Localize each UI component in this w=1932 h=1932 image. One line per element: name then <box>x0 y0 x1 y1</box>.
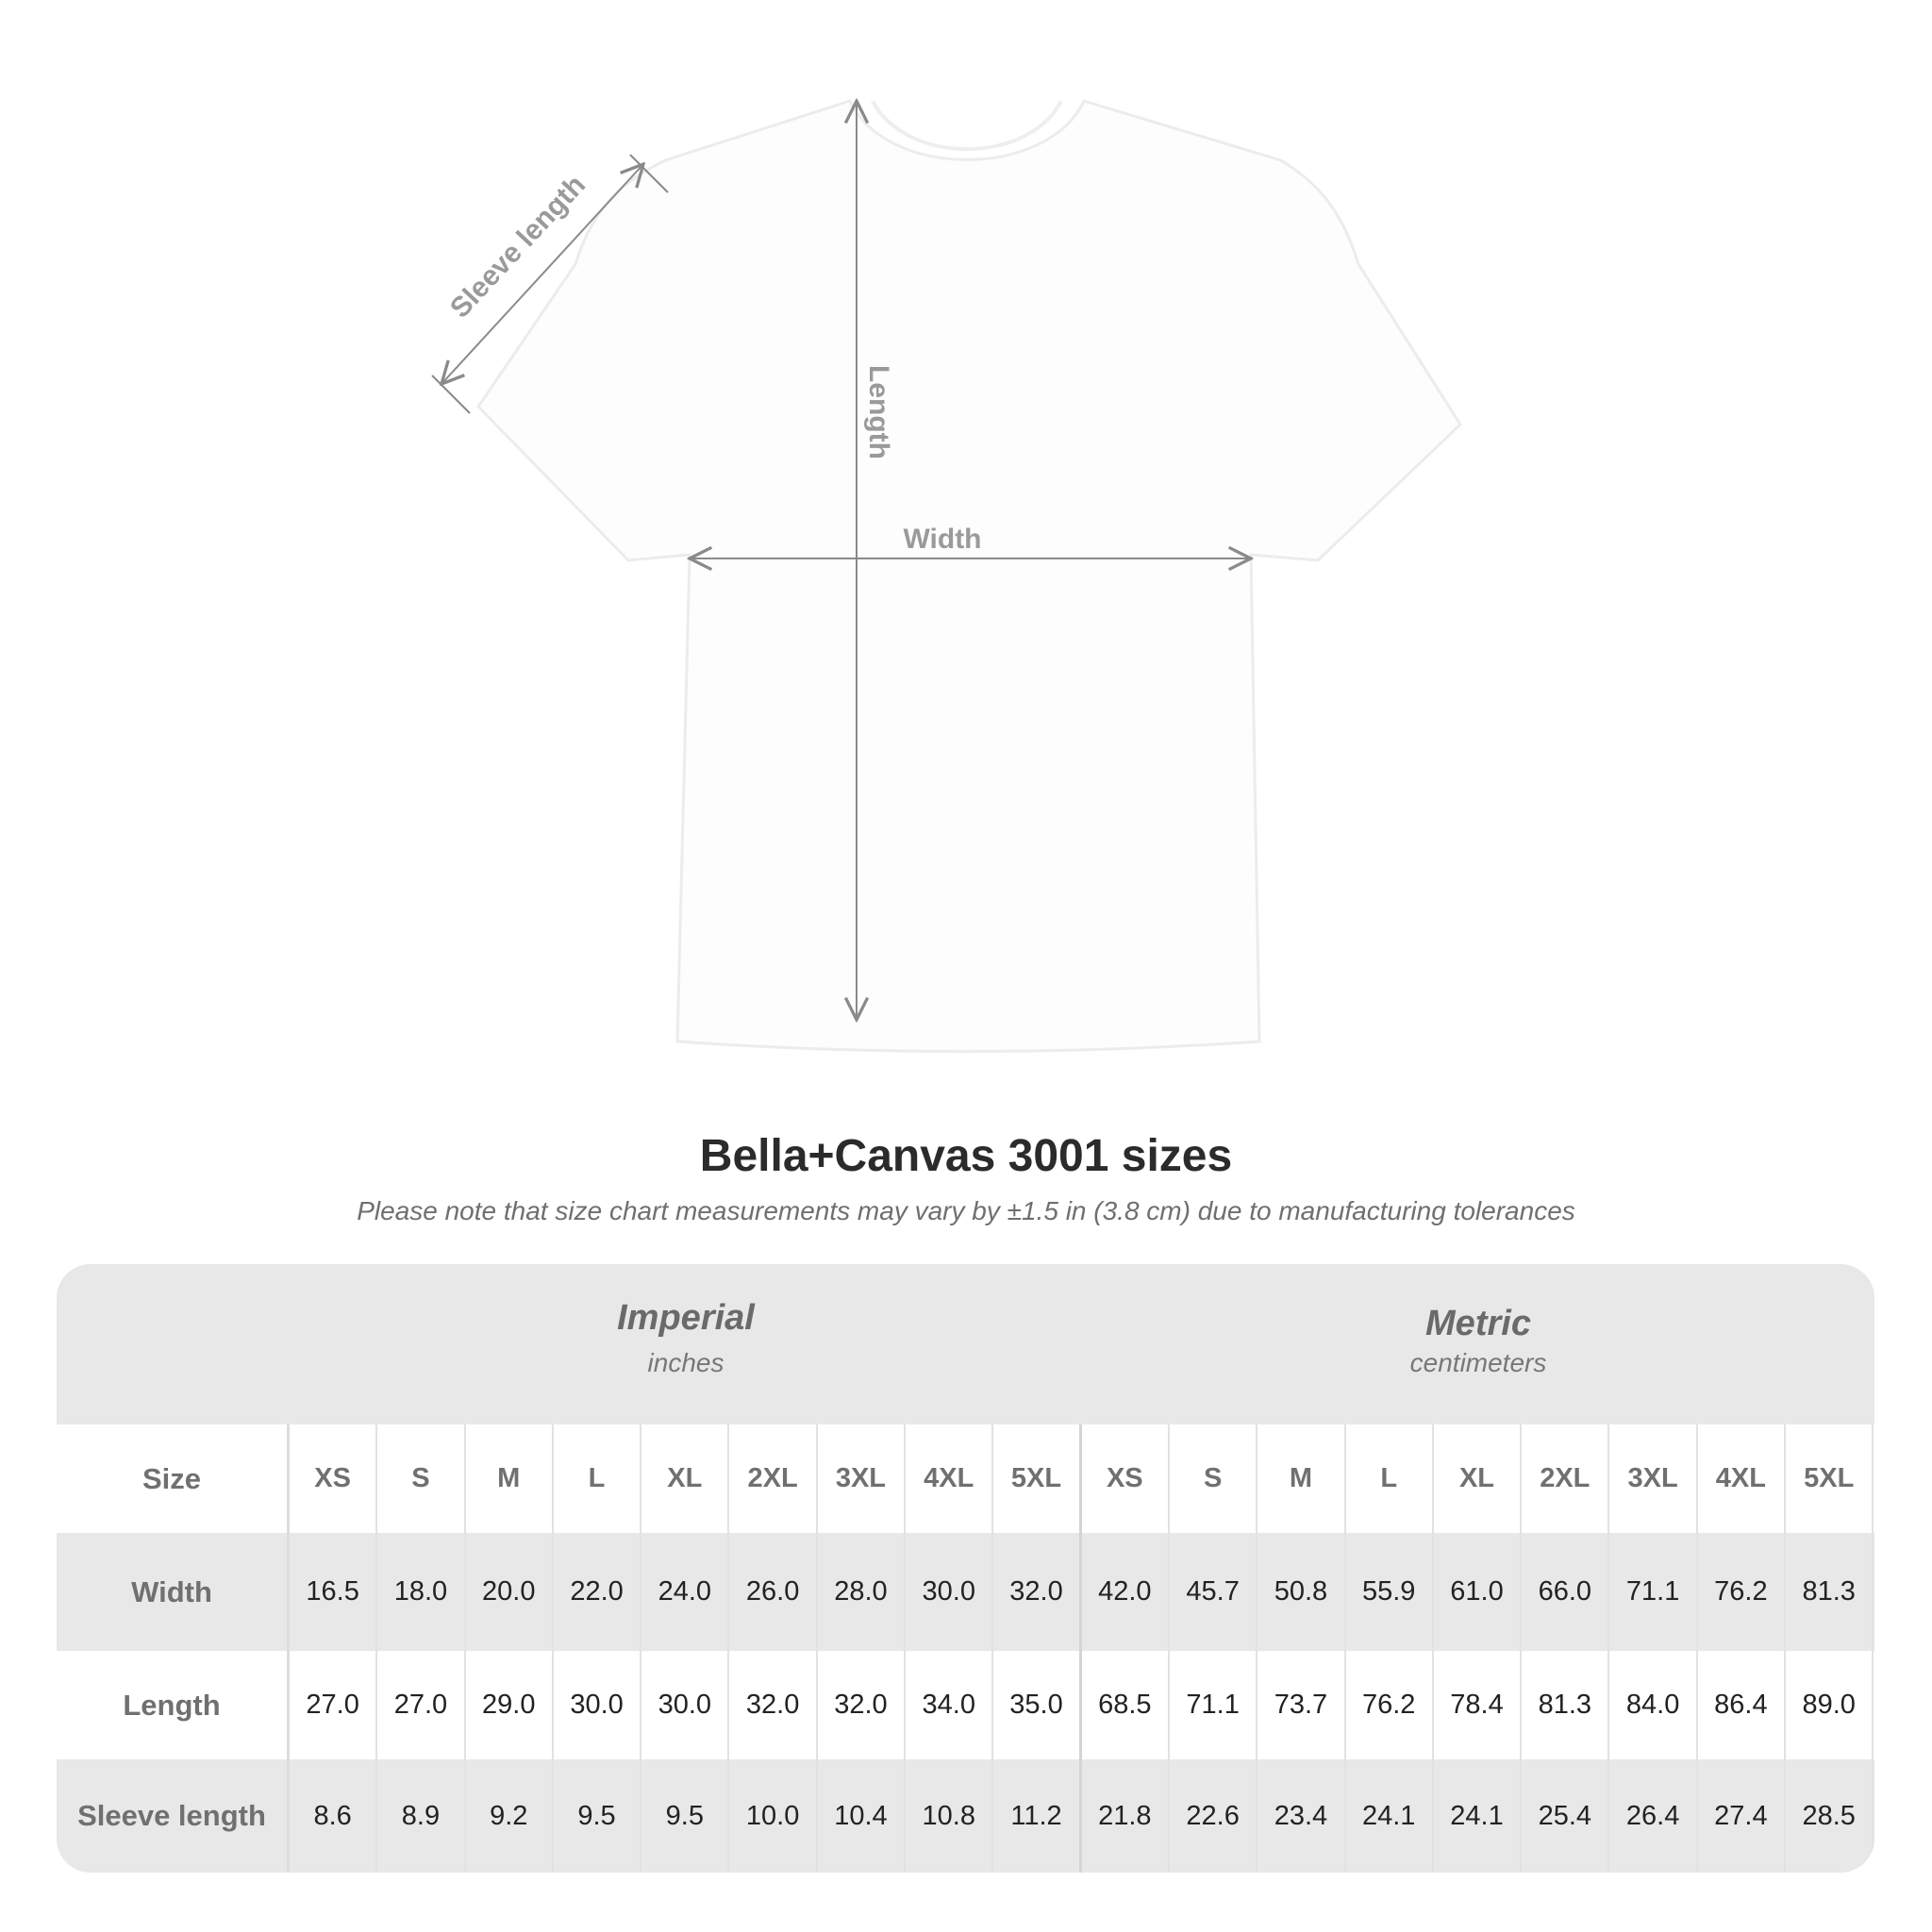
imperial-size-l: L <box>554 1424 642 1533</box>
table-row-length: Length 27.0 27.0 29.0 30.0 30.0 32.0 32.0 34.0 35… <box>57 1651 1874 1759</box>
metric-value-cell: 27.4 <box>1698 1759 1787 1873</box>
metric-value-cell: 25.4 <box>1522 1759 1610 1873</box>
metric-value-cell: 76.2 <box>1698 1533 1787 1651</box>
metric-value-cell: 73.7 <box>1257 1651 1346 1759</box>
metric-value-cell: 66.0 <box>1522 1533 1610 1651</box>
metric-value-cell: 71.1 <box>1170 1651 1258 1759</box>
metric-value-cell: 24.1 <box>1434 1759 1523 1873</box>
imperial-value-cell: 9.2 <box>466 1759 554 1873</box>
metric-value-cell: 86.4 <box>1698 1651 1787 1759</box>
imperial-size-xs: XS <box>290 1424 378 1533</box>
row-label: Width <box>57 1533 290 1651</box>
metric-value-cell: 71.1 <box>1609 1533 1698 1651</box>
imperial-value-cell: 10.0 <box>729 1759 818 1873</box>
metric-value-cell: 76.2 <box>1346 1651 1434 1759</box>
imperial-value-cell: 11.2 <box>993 1759 1082 1873</box>
metric-size-m: M <box>1257 1424 1346 1533</box>
imperial-size-m: M <box>466 1424 554 1533</box>
metric-value-cell: 81.3 <box>1522 1651 1610 1759</box>
imperial-value-cell: 27.0 <box>290 1651 378 1759</box>
imperial-size-s: S <box>377 1424 466 1533</box>
imperial-value-cell: 30.0 <box>641 1651 730 1759</box>
tshirt-diagram: Sleeve length Length Width <box>431 0 1462 1053</box>
imperial-size-4xl: 4XL <box>906 1424 994 1533</box>
metric-value-cell: 50.8 <box>1257 1533 1346 1651</box>
metric-value-cell: 45.7 <box>1170 1533 1258 1651</box>
size-label: Size <box>57 1424 290 1533</box>
metric-value-cell: 42.0 <box>1082 1533 1170 1651</box>
imperial-value-cell: 20.0 <box>466 1533 554 1651</box>
metric-value-cell: 81.3 <box>1786 1533 1874 1651</box>
metric-value-cell: 61.0 <box>1434 1533 1523 1651</box>
imperial-value-cell: 32.0 <box>993 1533 1082 1651</box>
metric-value-cell: 22.6 <box>1170 1759 1258 1873</box>
metric-unit: centimeters <box>1409 1348 1547 1377</box>
imperial-value-cell: 9.5 <box>641 1759 730 1873</box>
imperial-value-cell: 9.5 <box>554 1759 642 1873</box>
size-header-row: Size XS S M L XL 2XL 3XL 4XL 5XL XS S M L XL 2XL 3XL 4XL 5… <box>57 1424 1874 1533</box>
metric-value-cell: 78.4 <box>1434 1651 1523 1759</box>
imperial-size-3xl: 3XL <box>818 1424 907 1533</box>
metric-value-cell: 28.5 <box>1786 1759 1874 1873</box>
imperial-value-cell: 34.0 <box>906 1651 994 1759</box>
imperial-value-cell: 35.0 <box>993 1651 1082 1759</box>
imperial-value-cell: 22.0 <box>554 1533 642 1651</box>
metric-value-cell: 24.1 <box>1346 1759 1434 1873</box>
metric-size-s: S <box>1170 1424 1258 1533</box>
sleeve-length-arrow <box>441 164 643 384</box>
table-row-width: Width 16.5 18.0 20.0 22.0 24.0 26.0 28.0 30.0 32.… <box>57 1533 1874 1651</box>
length-label: Length <box>863 365 894 459</box>
row-label: Sleeve length <box>57 1759 290 1873</box>
imperial-value-cell: 8.6 <box>290 1759 378 1873</box>
imperial-title: Imperial <box>617 1298 755 1338</box>
imperial-value-cell: 18.0 <box>377 1533 466 1651</box>
imperial-value-cell: 10.4 <box>818 1759 907 1873</box>
metric-size-2xl: 2XL <box>1522 1424 1610 1533</box>
metric-size-xl: XL <box>1434 1424 1523 1533</box>
metric-value-cell: 23.4 <box>1257 1759 1346 1873</box>
metric-value-cell: 68.5 <box>1082 1651 1170 1759</box>
imperial-value-cell: 28.0 <box>818 1533 907 1651</box>
tshirt-shape <box>476 99 1462 1053</box>
imperial-value-cell: 29.0 <box>466 1651 554 1759</box>
metric-size-4xl: 4XL <box>1698 1424 1787 1533</box>
width-label: Width <box>903 524 981 555</box>
metric-size-xs: XS <box>1082 1424 1170 1533</box>
size-table: Imperial inches Metric centimeters Size X… <box>57 1264 1874 1873</box>
imperial-value-cell: 30.0 <box>554 1651 642 1759</box>
imperial-header: Imperial inches <box>290 1264 1082 1424</box>
imperial-value-cell: 10.8 <box>906 1759 994 1873</box>
metric-title: Metric <box>1425 1304 1531 1343</box>
imperial-value-cell: 30.0 <box>906 1533 994 1651</box>
tolerance-note: Please note that size chart measurements… <box>357 1196 1575 1225</box>
row-label: Length <box>57 1651 290 1759</box>
metric-value-cell: 21.8 <box>1082 1759 1170 1873</box>
metric-value-cell: 84.0 <box>1609 1651 1698 1759</box>
metric-size-5xl: 5XL <box>1786 1424 1874 1533</box>
imperial-value-cell: 26.0 <box>729 1533 818 1651</box>
imperial-value-cell: 24.0 <box>641 1533 730 1651</box>
imperial-value-cell: 8.9 <box>377 1759 466 1873</box>
imperial-value-cell: 27.0 <box>377 1651 466 1759</box>
metric-size-3xl: 3XL <box>1609 1424 1698 1533</box>
metric-value-cell: 26.4 <box>1609 1759 1698 1873</box>
chart-title: Bella+Canvas 3001 sizes <box>699 1131 1233 1181</box>
imperial-unit: inches <box>647 1348 724 1377</box>
metric-header: Metric centimeters <box>1082 1264 1874 1424</box>
metric-size-l: L <box>1346 1424 1434 1533</box>
imperial-size-2xl: 2XL <box>729 1424 818 1533</box>
metric-value-cell: 55.9 <box>1346 1533 1434 1651</box>
metric-value-cell: 89.0 <box>1786 1651 1874 1759</box>
imperial-value-cell: 32.0 <box>818 1651 907 1759</box>
imperial-value-cell: 16.5 <box>290 1533 378 1651</box>
imperial-size-5xl: 5XL <box>993 1424 1082 1533</box>
imperial-size-xl: XL <box>641 1424 730 1533</box>
imperial-value-cell: 32.0 <box>729 1651 818 1759</box>
table-row-sleeve-length: Sleeve length 8.6 8.9 9.2 9.5 9.5 10.0 10.4 10.8… <box>57 1759 1874 1873</box>
